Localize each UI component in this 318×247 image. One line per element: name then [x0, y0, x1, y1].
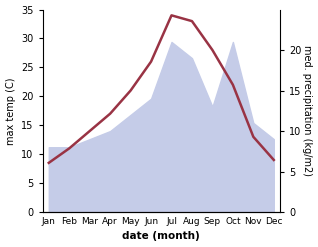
Y-axis label: med. precipitation (kg/m2): med. precipitation (kg/m2): [302, 45, 313, 176]
Y-axis label: max temp (C): max temp (C): [5, 77, 16, 144]
X-axis label: date (month): date (month): [122, 231, 200, 242]
